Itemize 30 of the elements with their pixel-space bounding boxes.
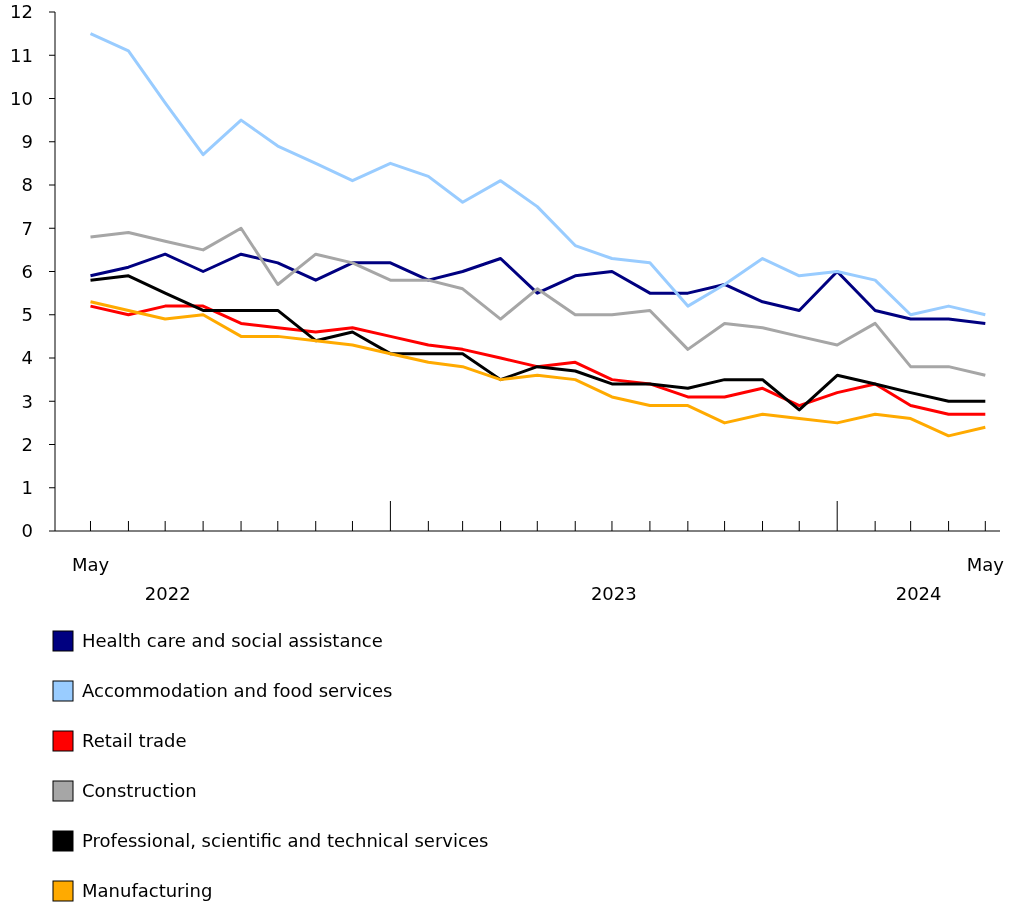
y-tick-label: 9	[21, 131, 33, 153]
y-tick-label: 0	[21, 520, 33, 542]
y-tick-label: 5	[21, 304, 33, 326]
legend-label: Accommodation and food services	[82, 680, 393, 702]
y-tick-label: 8	[21, 174, 33, 196]
line-series	[89, 304, 987, 416]
y-tick-label: 2	[21, 433, 33, 455]
legend-label: Retail trade	[82, 730, 187, 752]
y-tick-label: 3	[21, 390, 33, 412]
line-series	[89, 32, 987, 317]
legend-label: Health care and social assistance	[82, 630, 383, 652]
line-series	[89, 252, 987, 325]
line-series	[89, 274, 987, 412]
y-tick-label: 12	[10, 1, 33, 23]
y-tick-label: 7	[21, 217, 33, 239]
text: 2024	[895, 583, 942, 604]
line-series	[89, 226, 987, 377]
x-tick-label: May	[966, 554, 1005, 575]
y-tick-label: 1	[21, 477, 33, 499]
text: 2022	[144, 583, 191, 604]
legend-label: Manufacturing	[82, 880, 213, 902]
y-tick-label: 11	[10, 44, 33, 66]
y-tick-label: 6	[21, 260, 33, 282]
legend-label: Construction	[82, 780, 197, 802]
text: 2023	[590, 583, 637, 604]
y-tick-label: 4	[21, 347, 33, 369]
legend-label: Professional, scientific and technical services	[82, 830, 489, 852]
y-tick-label: 10	[10, 87, 33, 109]
x-tick-label: May	[71, 554, 110, 575]
line-series	[89, 300, 987, 438]
